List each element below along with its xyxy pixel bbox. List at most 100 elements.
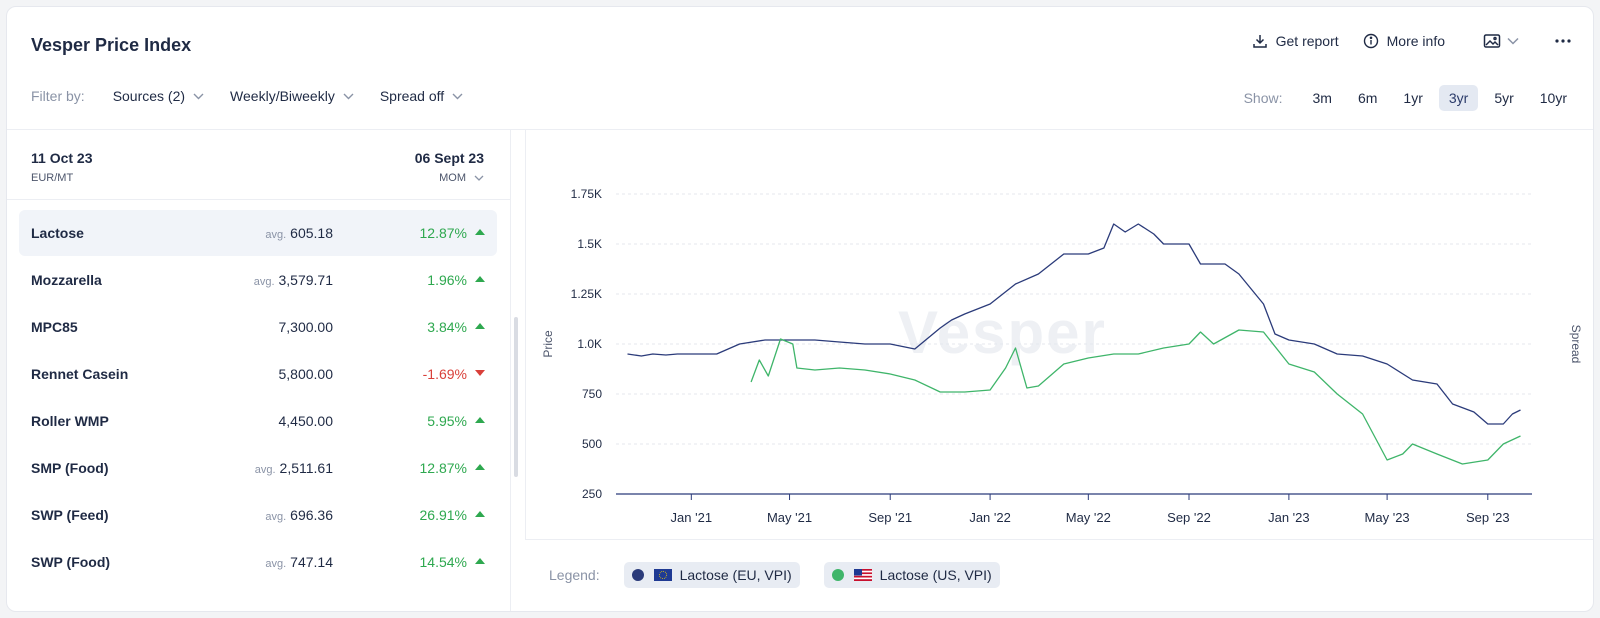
range-label: Show: (1243, 90, 1283, 106)
product-value: avg. 747.14 (265, 554, 333, 570)
y-axis-label: Price (541, 330, 555, 358)
watermark: Vesper (898, 299, 1107, 366)
page-title: Vesper Price Index (31, 35, 192, 55)
series-dot-eu (631, 569, 644, 581)
filter-bar: Filter by: Sources (2) Weekly/Biweekly S… (31, 88, 489, 104)
list-item[interactable]: Rennet Casein 5,800.00 -1.69% (19, 351, 497, 397)
compare-dropdown[interactable]: MOM (439, 172, 484, 184)
arrow-up-icon (475, 558, 485, 564)
range-1yr-button[interactable]: 1yr (1403, 90, 1423, 106)
product-name: Roller WMP (31, 413, 109, 429)
chevron-down-icon (452, 93, 463, 99)
price-value: 7,300.00 (278, 319, 334, 335)
list-item[interactable]: SWP (Food) avg. 747.14 14.54% (19, 539, 497, 585)
list-item[interactable]: SMP (Food) avg. 2,511.61 12.87% (19, 445, 497, 491)
price-value: 3,579.71 (278, 272, 334, 288)
y-tick-label: 500 (582, 437, 602, 451)
change-percent: 5.95% (427, 413, 467, 429)
y-tick-label: 250 (582, 487, 602, 501)
chevron-down-icon (193, 93, 204, 99)
product-name: Rennet Casein (31, 366, 129, 382)
change-percent: 3.84% (427, 319, 467, 335)
product-name: SWP (Food) (31, 554, 111, 570)
product-list: Lactose avg. 605.18 12.87% Mozzarella avg. 3,5… (19, 210, 497, 586)
chevron-down-icon (1507, 37, 1519, 45)
compare-date: 06 Sept 23 (414, 150, 484, 166)
product-value: avg. 3,579.71 (254, 272, 333, 288)
list-item[interactable]: Roller WMP 4,450.00 5.95% (19, 398, 497, 444)
arrow-up-icon (475, 417, 485, 423)
price-value: 605.18 (290, 225, 333, 241)
product-name: MPC85 (31, 319, 78, 335)
product-value: 7,300.00 (275, 319, 334, 335)
info-icon (1363, 33, 1378, 49)
chart-panel: Vesper 1.75K 1.5K 1.25K 1.0K 750 500 250 Jan '2… (525, 130, 1593, 611)
product-list-scrollbar[interactable] (514, 317, 518, 477)
change-percent: 1.96% (427, 272, 467, 288)
legend-item-us-label: Lactose (US, VPI) (879, 567, 992, 583)
range-3yr-button[interactable]: 3yr (1438, 85, 1479, 111)
change-percent: 26.91% (419, 507, 467, 523)
product-value: 5,800.00 (275, 366, 334, 382)
x-tick-label: May '22 (1066, 510, 1111, 525)
spread-filter-label: Spread off (379, 88, 445, 104)
filter-label: Filter by: (31, 88, 85, 104)
product-panel-header: 11 Oct 23 EUR/MT 06 Sept 23 MOM (7, 130, 510, 200)
more-options-button[interactable] (1555, 39, 1571, 43)
compare-label: MOM (439, 172, 466, 184)
list-item[interactable]: SWP (Feed) avg. 696.36 26.91% (19, 492, 497, 538)
arrow-up-icon (475, 464, 485, 470)
product-value: avg. 696.36 (265, 507, 333, 523)
arrow-down-icon (475, 370, 485, 376)
more-info-button[interactable]: More info (1363, 33, 1445, 49)
get-report-button[interactable]: Get report (1252, 33, 1339, 49)
range-6m-button[interactable]: 6m (1357, 90, 1378, 106)
avg-label: avg. (253, 276, 275, 288)
get-report-label: Get report (1275, 33, 1339, 49)
export-image-dropdown[interactable] (1483, 33, 1525, 49)
chevron-down-icon (343, 93, 354, 99)
list-item[interactable]: Lactose avg. 605.18 12.87% (19, 210, 497, 256)
product-value: 4,450.00 (275, 413, 334, 429)
change-percent: 12.87% (419, 225, 467, 241)
legend-item-eu[interactable]: Lactose (EU, VPI) (623, 562, 800, 588)
price-value: 747.14 (290, 554, 333, 570)
sources-filter-label: Sources (2) (112, 88, 186, 104)
list-item[interactable]: Mozzarella avg. 3,579.71 1.96% (19, 257, 497, 303)
range-5yr-button[interactable]: 5yr (1494, 90, 1514, 106)
header-actions: Get report More info (1228, 33, 1571, 49)
chart-legend: Legend: Lactose (EU, VPI) (525, 550, 1024, 600)
price-value: 696.36 (290, 507, 333, 523)
y-tick-label: 1.5K (577, 237, 602, 251)
arrow-up-icon (475, 229, 485, 235)
header-divider (7, 129, 1593, 130)
price-index-card: Vesper Price Index Get report More info (6, 6, 1594, 612)
price-line-chart[interactable]: 1.75K 1.5K 1.25K 1.0K 750 500 250 Jan '21 May '2… (526, 130, 1594, 540)
legend-item-us[interactable]: Lactose (US, VPI) (823, 562, 1000, 588)
legend-item-eu-label: Lactose (EU, VPI) (679, 567, 792, 583)
sources-filter[interactable]: Sources (2) (113, 88, 204, 104)
frequency-filter-label: Weekly/Biweekly (230, 88, 335, 104)
y2-axis-label: Spread (1569, 325, 1583, 364)
range-3m-button[interactable]: 3m (1312, 90, 1332, 106)
x-tick-label: Sep '22 (1167, 510, 1211, 525)
y-tick-label: 750 (582, 387, 602, 401)
spread-filter[interactable]: Spread off (380, 88, 463, 104)
frequency-filter[interactable]: Weekly/Biweekly (230, 88, 354, 104)
product-value: avg. 2,511.61 (255, 460, 333, 476)
arrow-up-icon (475, 511, 485, 517)
x-tick-label: Jan '23 (1268, 510, 1310, 525)
x-tick-label: Sep '23 (1466, 510, 1510, 525)
x-tick-label: Jan '21 (671, 510, 713, 525)
change-percent: 12.87% (419, 460, 467, 476)
list-item[interactable]: MPC85 7,300.00 3.84% (19, 304, 497, 350)
arrow-up-icon (475, 276, 485, 282)
avg-label: avg. (265, 229, 287, 241)
series-line-us (750, 329, 1521, 465)
y-tick-label: 1.75K (571, 187, 602, 201)
us-flag-icon (853, 569, 872, 581)
more-horizontal-icon (1555, 39, 1571, 43)
x-tick-label: Jan '22 (969, 510, 1011, 525)
range-10yr-button[interactable]: 10yr (1539, 90, 1567, 106)
avg-label: avg. (265, 558, 287, 570)
